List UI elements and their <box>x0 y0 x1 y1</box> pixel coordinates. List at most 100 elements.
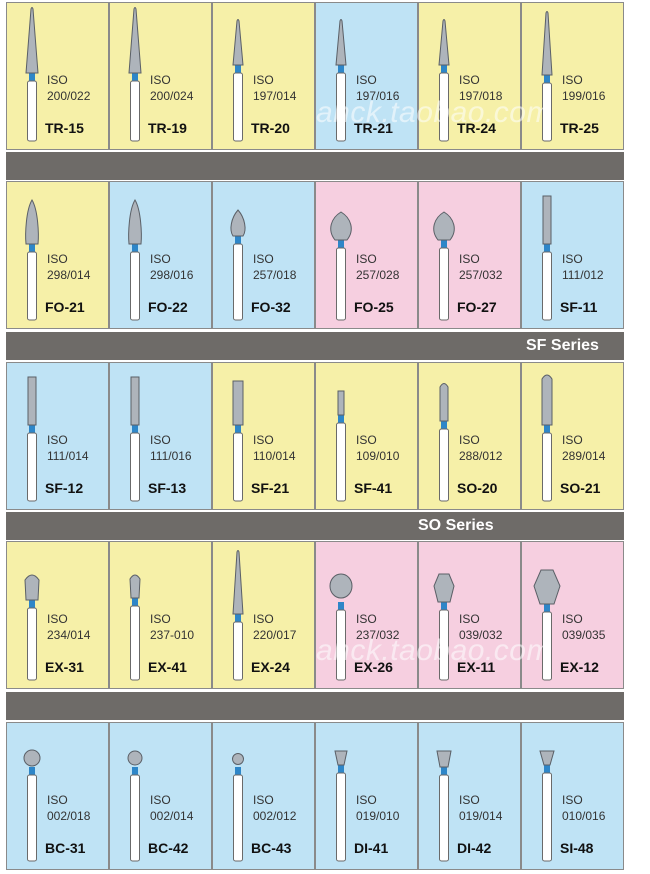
bur-head <box>25 199 39 245</box>
bur-shank <box>233 72 243 142</box>
bur-head <box>541 374 553 426</box>
bur-card: ISO 002/012 BC-43 <box>212 722 315 870</box>
bur-code: DI-41 <box>354 840 389 856</box>
iso-number: 257/032 <box>459 268 503 282</box>
iso-label: ISO <box>47 433 68 447</box>
bur-head <box>232 753 244 765</box>
iso-label: ISO <box>150 73 171 87</box>
iso-number: 237/032 <box>356 628 400 642</box>
bur-shank <box>130 432 140 502</box>
bur-head <box>232 380 244 426</box>
bur-code: TR-24 <box>457 120 496 136</box>
bur-card: ISO 039/032 EX-11 <box>418 541 521 689</box>
bur-card: ISO 111/012 SF-11 <box>521 181 624 329</box>
bur-icon <box>436 750 452 862</box>
bur-head <box>128 199 142 245</box>
iso-label: ISO <box>356 252 377 266</box>
bur-color-ring <box>29 425 35 433</box>
series-band <box>6 512 624 540</box>
iso-number: 002/018 <box>47 809 91 823</box>
bur-head <box>232 19 244 66</box>
bur-card: ISO 019/010 DI-41 <box>315 722 418 870</box>
iso-number: 110/014 <box>253 449 296 463</box>
iso-label: ISO <box>253 73 274 87</box>
series-band <box>6 332 624 360</box>
bur-color-ring <box>441 240 447 248</box>
bur-head <box>330 211 352 241</box>
bur-icon <box>438 19 450 142</box>
iso-number: 257/028 <box>356 268 400 282</box>
bur-code: TR-20 <box>251 120 290 136</box>
bur-color-ring <box>29 600 35 608</box>
bur-icon <box>230 209 246 321</box>
bur-color-ring <box>235 425 241 433</box>
iso-number: 257/018 <box>253 268 297 282</box>
iso-label: ISO <box>150 252 171 266</box>
bur-shank <box>130 605 140 681</box>
iso-label: ISO <box>562 252 583 266</box>
bur-code: SI-48 <box>560 840 594 856</box>
bur-icon <box>539 750 555 862</box>
iso-number: 288/012 <box>459 449 503 463</box>
bur-shank <box>27 80 37 142</box>
iso-number: 111/012 <box>562 268 604 282</box>
iso-number: 039/032 <box>459 628 503 642</box>
series-label: SF Series <box>526 337 599 354</box>
bur-head <box>433 211 455 241</box>
iso-label: ISO <box>253 612 274 626</box>
iso-number: 237-010 <box>150 628 195 642</box>
bur-head <box>337 390 345 416</box>
iso-number: 010/016 <box>562 809 606 823</box>
bur-code: BC-31 <box>45 840 86 856</box>
bur-shank <box>336 772 346 862</box>
bur-card: ISO 197/014 TR-20 <box>212 2 315 150</box>
bur-code: SO-21 <box>560 480 601 496</box>
bur-card: ISO 289/014 SO-21 <box>521 362 624 510</box>
bur-head <box>335 19 347 66</box>
bur-card: ISO 288/012 SO-20 <box>418 362 521 510</box>
bur-color-ring <box>441 602 447 610</box>
iso-label: ISO <box>150 793 171 807</box>
bur-icon <box>232 19 244 142</box>
bur-shank <box>542 251 552 321</box>
bur-card: ISO 237/032 EX-26 <box>315 541 418 689</box>
bur-shank <box>233 774 243 862</box>
bur-code: FO-21 <box>45 299 85 315</box>
bur-card: ISO 298/014 FO-21 <box>6 181 109 329</box>
bur-code: TR-25 <box>560 120 599 136</box>
series-label: SO Series <box>418 517 494 534</box>
bur-color-ring <box>544 604 550 612</box>
bur-shank <box>27 251 37 321</box>
bur-color-ring <box>132 73 138 81</box>
bur-head <box>436 750 452 768</box>
bur-icon <box>25 7 39 142</box>
bur-head <box>541 11 553 76</box>
bur-card: ISO 010/016 SI-48 <box>521 722 624 870</box>
iso-number: 298/016 <box>150 268 194 282</box>
bur-color-ring <box>235 614 241 622</box>
bur-card: ISO 257/018 FO-32 <box>212 181 315 329</box>
bur-icon <box>232 550 244 681</box>
bur-color-ring <box>338 415 344 423</box>
bur-shank <box>542 82 552 142</box>
bur-shank <box>542 772 552 862</box>
bur-card: ISO 111/014 SF-12 <box>6 362 109 510</box>
bur-shank <box>439 774 449 862</box>
bur-code: EX-26 <box>354 659 393 675</box>
bur-shank <box>439 609 449 681</box>
bur-head <box>329 573 353 599</box>
iso-label: ISO <box>562 612 583 626</box>
bur-code: SF-21 <box>251 480 290 496</box>
iso-label: ISO <box>47 252 68 266</box>
bur-head <box>542 195 552 245</box>
iso-number: 109/010 <box>356 449 400 463</box>
iso-label: ISO <box>459 793 480 807</box>
bur-code: BC-42 <box>148 840 189 856</box>
iso-number: 111/014 <box>47 449 89 463</box>
bur-color-ring <box>29 767 35 775</box>
bur-card: ISO 039/035 EX-12 <box>521 541 624 689</box>
bur-color-ring <box>235 767 241 775</box>
bur-head <box>23 749 41 767</box>
bur-color-ring <box>132 244 138 252</box>
